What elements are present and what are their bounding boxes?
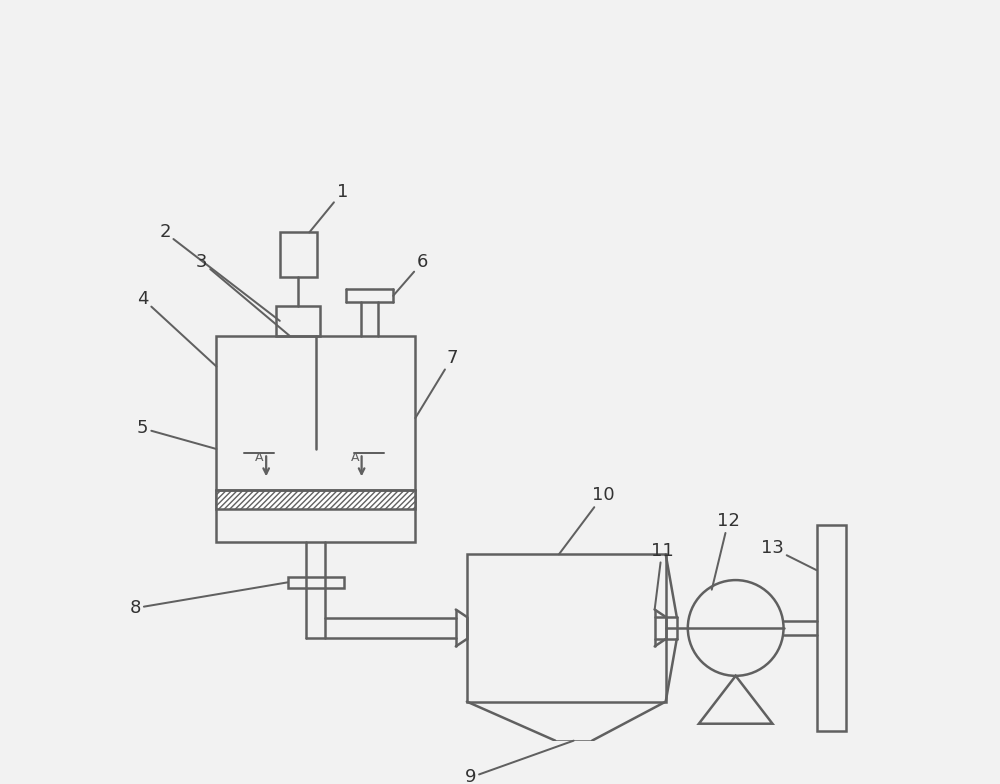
Bar xyxy=(288,577,344,588)
Bar xyxy=(280,233,317,277)
Text: 7: 7 xyxy=(415,349,458,418)
Text: 9: 9 xyxy=(465,741,574,784)
Text: 1: 1 xyxy=(309,183,348,233)
Text: 13: 13 xyxy=(761,539,817,570)
Text: 12: 12 xyxy=(712,512,740,590)
Text: A: A xyxy=(351,451,359,464)
Text: 11: 11 xyxy=(651,542,673,609)
Bar xyxy=(276,306,320,336)
Text: 8: 8 xyxy=(130,583,288,617)
Text: 3: 3 xyxy=(196,253,289,336)
Text: A: A xyxy=(255,451,264,464)
Bar xyxy=(216,336,415,542)
Bar xyxy=(467,554,666,702)
Text: 4: 4 xyxy=(137,290,216,366)
Text: 5: 5 xyxy=(137,419,216,449)
Text: 6: 6 xyxy=(393,253,428,296)
Bar xyxy=(817,524,846,731)
Text: 10: 10 xyxy=(559,486,614,554)
Bar xyxy=(216,490,415,509)
Text: 2: 2 xyxy=(159,223,280,321)
